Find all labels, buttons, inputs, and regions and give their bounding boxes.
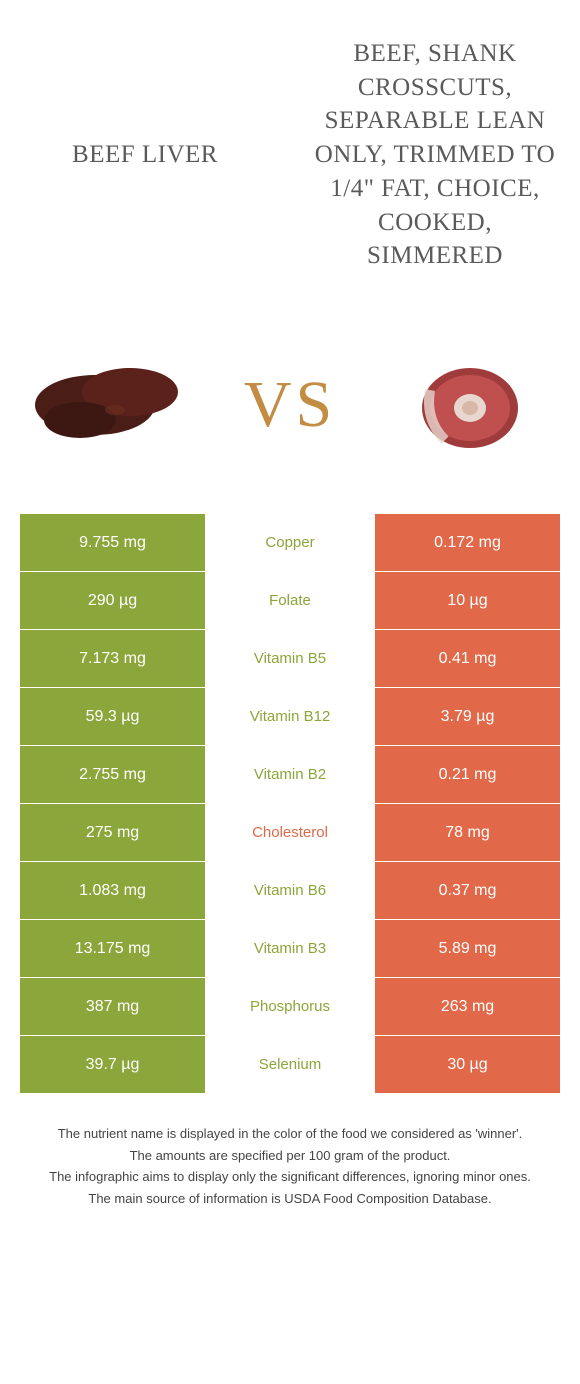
- value-left: 7.173 mg: [20, 630, 205, 688]
- value-left: 9.755 mg: [20, 514, 205, 572]
- titles-row: Beef Liver Beef, shank crosscuts, separa…: [0, 0, 580, 310]
- nutrient-name: Cholesterol: [205, 804, 375, 862]
- nutrient-name: Folate: [205, 572, 375, 630]
- nutrient-name: Phosphorus: [205, 978, 375, 1036]
- table-row: 1.083 mgVitamin B60.37 mg: [20, 862, 560, 920]
- liver-icon: [25, 350, 195, 460]
- footnote-4: The main source of information is USDA F…: [30, 1189, 550, 1209]
- value-right: 0.172 mg: [375, 514, 560, 572]
- value-right: 5.89 mg: [375, 920, 560, 978]
- table-row: 275 mgCholesterol78 mg: [20, 804, 560, 862]
- comparison-table: 9.755 mgCopper0.172 mg290 µgFolate10 µg7…: [20, 514, 560, 1094]
- vs-label: VS: [244, 367, 336, 443]
- value-left: 59.3 µg: [20, 688, 205, 746]
- title-left-cell: Beef Liver: [0, 138, 290, 172]
- value-right: 78 mg: [375, 804, 560, 862]
- table-row: 387 mgPhosphorus263 mg: [20, 978, 560, 1036]
- table-row: 290 µgFolate10 µg: [20, 572, 560, 630]
- value-right: 30 µg: [375, 1036, 560, 1094]
- table-row: 59.3 µgVitamin B123.79 µg: [20, 688, 560, 746]
- title-right-cell: Beef, shank crosscuts, separable lean on…: [290, 37, 580, 273]
- value-right: 3.79 µg: [375, 688, 560, 746]
- nutrient-name: Vitamin B5: [205, 630, 375, 688]
- value-right: 10 µg: [375, 572, 560, 630]
- food-b-image: [380, 350, 560, 460]
- value-left: 387 mg: [20, 978, 205, 1036]
- value-left: 2.755 mg: [20, 746, 205, 804]
- nutrient-name: Vitamin B6: [205, 862, 375, 920]
- table-row: 9.755 mgCopper0.172 mg: [20, 514, 560, 572]
- footnotes: The nutrient name is displayed in the co…: [30, 1124, 550, 1208]
- infographic-container: Beef Liver Beef, shank crosscuts, separa…: [0, 0, 580, 1208]
- table-row: 39.7 µgSelenium30 µg: [20, 1036, 560, 1094]
- table-row: 13.175 mgVitamin B35.89 mg: [20, 920, 560, 978]
- value-left: 39.7 µg: [20, 1036, 205, 1094]
- food-b-title: Beef, shank crosscuts, separable lean on…: [310, 37, 560, 273]
- value-left: 13.175 mg: [20, 920, 205, 978]
- footnote-3: The infographic aims to display only the…: [30, 1167, 550, 1187]
- nutrient-name: Vitamin B3: [205, 920, 375, 978]
- nutrient-name: Copper: [205, 514, 375, 572]
- value-right: 263 mg: [375, 978, 560, 1036]
- shank-icon: [410, 350, 530, 460]
- value-left: 275 mg: [20, 804, 205, 862]
- food-a-image: [20, 350, 200, 460]
- footnote-2: The amounts are specified per 100 gram o…: [30, 1146, 550, 1166]
- value-right: 0.41 mg: [375, 630, 560, 688]
- nutrient-name: Selenium: [205, 1036, 375, 1094]
- food-a-title: Beef Liver: [20, 138, 270, 172]
- value-right: 0.21 mg: [375, 746, 560, 804]
- nutrient-name: Vitamin B2: [205, 746, 375, 804]
- vs-row: VS: [0, 310, 580, 500]
- table-row: 2.755 mgVitamin B20.21 mg: [20, 746, 560, 804]
- value-left: 1.083 mg: [20, 862, 205, 920]
- nutrient-name: Vitamin B12: [205, 688, 375, 746]
- value-left: 290 µg: [20, 572, 205, 630]
- footnote-1: The nutrient name is displayed in the co…: [30, 1124, 550, 1144]
- value-right: 0.37 mg: [375, 862, 560, 920]
- table-row: 7.173 mgVitamin B50.41 mg: [20, 630, 560, 688]
